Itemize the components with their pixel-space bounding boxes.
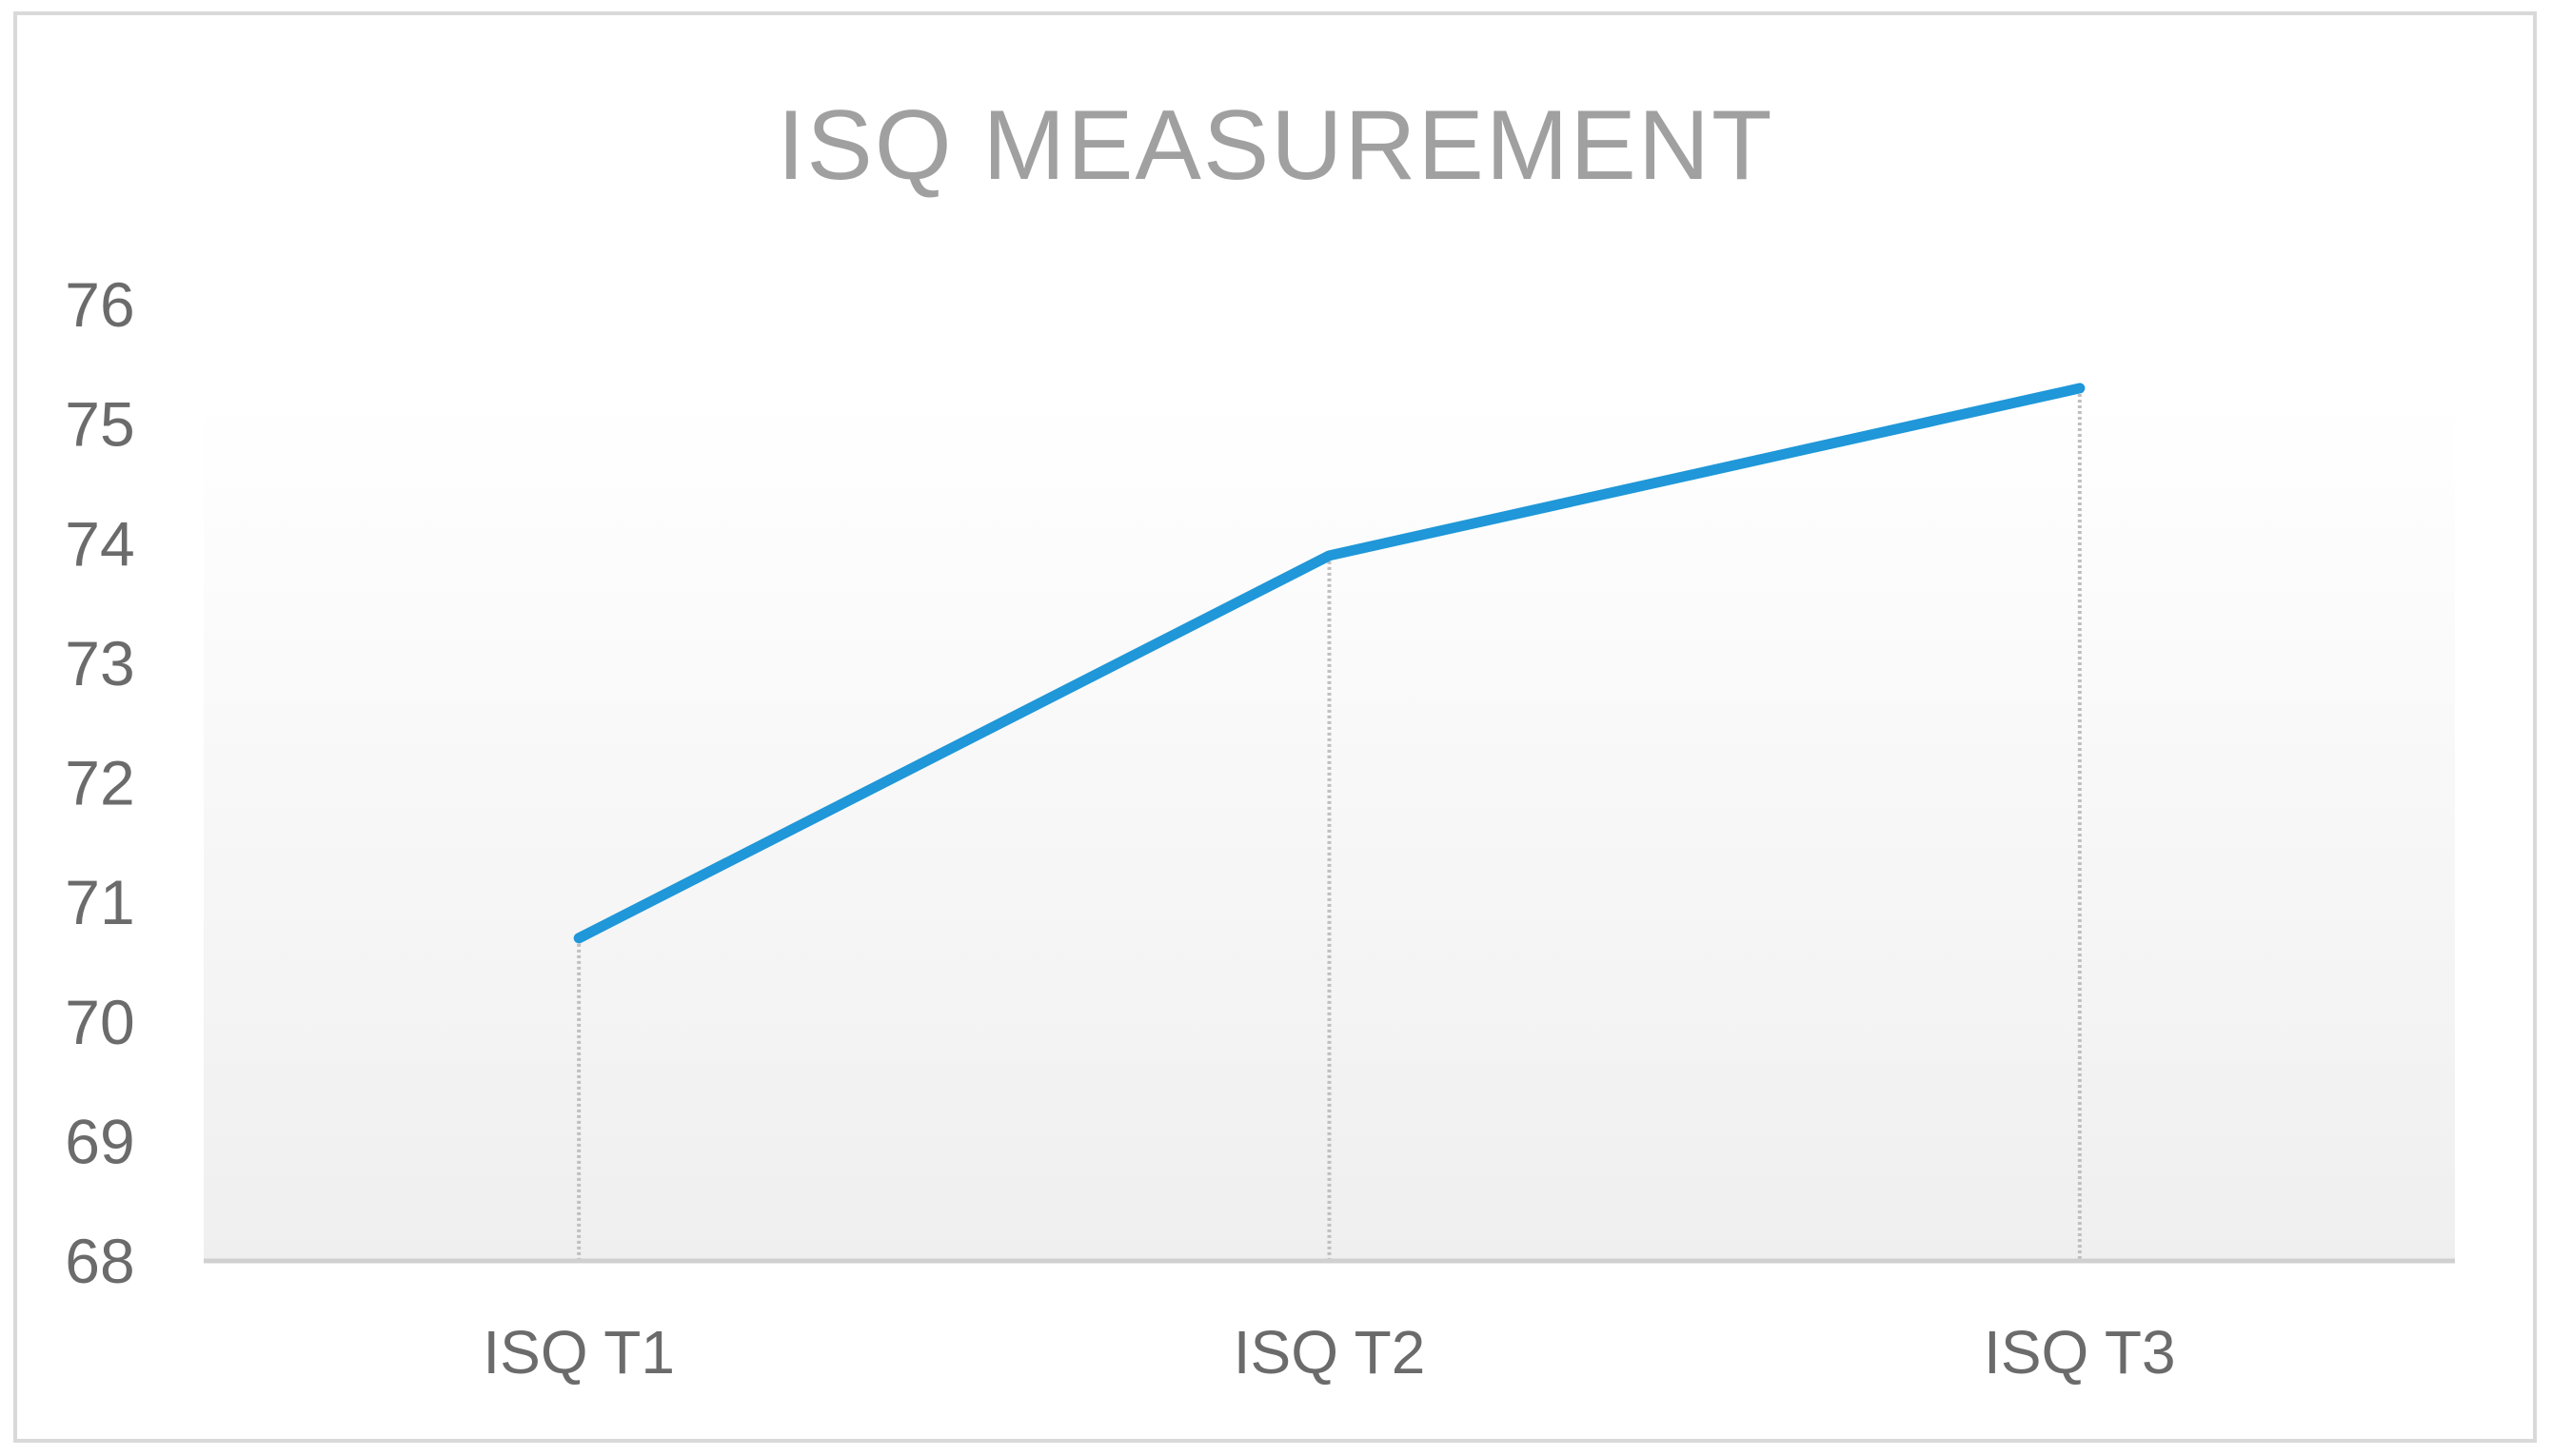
y-tick-label: 73: [65, 628, 134, 698]
y-tick-label: 68: [65, 1226, 134, 1296]
data-point: [2074, 383, 2085, 393]
chart-title: ISQ MEASUREMENT: [778, 90, 1774, 201]
series-points: [574, 383, 2085, 943]
y-tick-label: 69: [65, 1106, 134, 1176]
y-axis-tick-labels: 68 69 70 71 72 73 74 75 76: [65, 269, 134, 1296]
x-tick-label: ISQ T1: [483, 1318, 675, 1387]
y-tick-label: 71: [65, 867, 134, 937]
data-point: [1324, 550, 1335, 561]
x-tick-label: ISQ T2: [1234, 1318, 1426, 1387]
data-point: [574, 933, 584, 943]
x-tick-label: ISQ T3: [1984, 1318, 2176, 1387]
y-tick-label: 76: [65, 269, 134, 340]
x-axis-tick-labels: ISQ T1 ISQ T2 ISQ T3: [483, 1318, 2175, 1387]
drop-lines: [577, 387, 2082, 1261]
y-tick-label: 70: [65, 987, 134, 1057]
y-tick-label: 75: [65, 389, 134, 460]
y-tick-label: 72: [65, 748, 134, 818]
y-tick-label: 74: [65, 508, 134, 579]
